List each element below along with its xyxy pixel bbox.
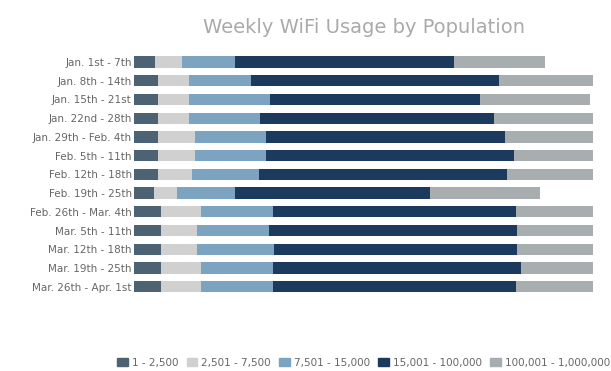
Bar — [134, 206, 161, 217]
Bar — [158, 75, 189, 86]
Bar — [134, 75, 158, 86]
Bar — [480, 94, 590, 105]
Bar — [270, 94, 480, 105]
Bar — [158, 150, 194, 161]
Bar — [514, 150, 611, 161]
Bar — [521, 262, 611, 274]
Bar — [134, 112, 158, 124]
Bar — [134, 225, 161, 236]
Bar — [273, 206, 516, 217]
Bar — [499, 75, 611, 86]
Bar — [505, 131, 611, 142]
Bar — [274, 244, 518, 255]
Bar — [153, 187, 177, 199]
Bar — [158, 169, 192, 180]
Bar — [235, 187, 430, 199]
Bar — [273, 281, 516, 292]
Bar — [251, 75, 499, 86]
Bar — [194, 131, 266, 142]
Bar — [518, 244, 611, 255]
Bar — [516, 281, 611, 292]
Bar — [161, 206, 201, 217]
Bar — [161, 281, 201, 292]
Bar — [182, 56, 235, 68]
Bar — [494, 112, 611, 124]
Bar — [134, 94, 158, 105]
Bar — [201, 281, 273, 292]
Bar — [266, 131, 505, 142]
Bar — [155, 56, 182, 68]
Bar — [134, 150, 158, 161]
Bar — [197, 225, 269, 236]
Bar — [134, 131, 158, 142]
Bar — [192, 169, 258, 180]
Bar — [158, 131, 194, 142]
Bar — [161, 225, 197, 236]
Bar — [134, 244, 161, 255]
Bar — [430, 187, 540, 199]
Bar — [260, 112, 494, 124]
Bar — [189, 112, 260, 124]
Bar — [201, 262, 273, 274]
Bar — [235, 56, 454, 68]
Legend: 1 - 2,500, 2,501 - 7,500, 7,501 - 15,000, 15,001 - 100,000, 100,001 - 1,000,000: 1 - 2,500, 2,501 - 7,500, 7,501 - 15,000… — [113, 354, 611, 371]
Bar — [161, 244, 197, 255]
Bar — [158, 94, 189, 105]
Bar — [177, 187, 235, 199]
Bar — [161, 262, 201, 274]
Bar — [158, 112, 189, 124]
Bar — [507, 169, 611, 180]
Bar — [454, 56, 545, 68]
Bar — [516, 206, 611, 217]
Bar — [201, 206, 273, 217]
Bar — [197, 244, 274, 255]
Bar — [189, 94, 270, 105]
Bar — [258, 169, 507, 180]
Bar — [269, 225, 518, 236]
Bar — [134, 262, 161, 274]
Bar — [518, 225, 611, 236]
Title: Weekly WiFi Usage by Population: Weekly WiFi Usage by Population — [202, 19, 525, 37]
Bar — [189, 75, 251, 86]
Bar — [134, 187, 153, 199]
Bar — [266, 150, 514, 161]
Bar — [134, 56, 155, 68]
Bar — [134, 281, 161, 292]
Bar — [273, 262, 521, 274]
Bar — [134, 169, 158, 180]
Bar — [194, 150, 266, 161]
